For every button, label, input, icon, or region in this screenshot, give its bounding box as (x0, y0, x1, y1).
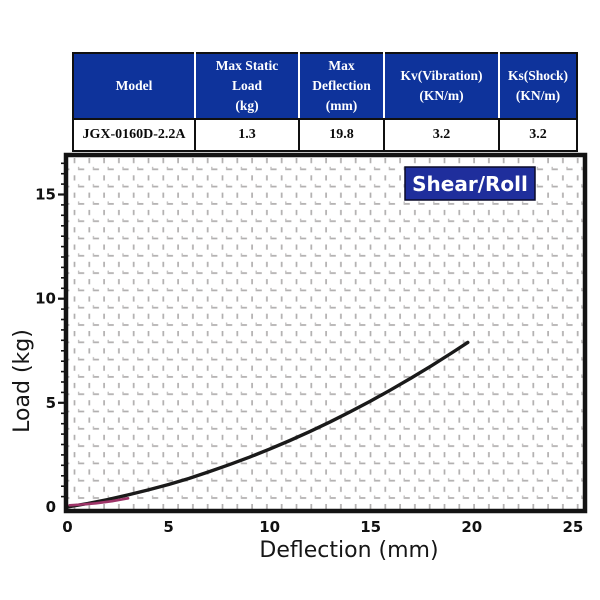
shear-roll-badge-label: Shear/Roll (412, 172, 528, 196)
curves (65, 340, 470, 509)
y-tick-label-10: 10 (35, 290, 56, 308)
cell-max-static-load: 1.3 (194, 118, 300, 152)
col-header-max-deflection: Max Deflection (mm) (298, 53, 385, 120)
col-header-kv-vibration: Kv(Vibration) (KN/m) (383, 53, 500, 120)
y-tick-label-5: 5 (46, 394, 56, 412)
x-axis-tick-labels: 0 5 10 15 20 25 (62, 518, 583, 536)
x-tick-label-5: 5 (163, 518, 173, 536)
grid-pattern (66, 155, 585, 511)
x-tick-label-15: 15 (360, 518, 381, 536)
cell-max-deflection: 19.8 (298, 118, 385, 152)
cell-kv-vibration: 3.2 (383, 118, 500, 152)
origin-highlight (68, 496, 130, 507)
x-tick-label-10: 10 (259, 518, 280, 536)
x-tick-label-0: 0 (62, 518, 72, 536)
spec-table: Model Max Static Load (kg) Max Deflectio… (72, 52, 578, 152)
spec-table-data-row: JGX-0160D-2.2A 1.3 19.8 3.2 3.2 (72, 118, 578, 152)
x-tick-label-25: 25 (562, 518, 583, 536)
x-tick-label-20: 20 (461, 518, 482, 536)
plot-frame (63, 152, 588, 514)
y-axis-tick-labels: 0 5 10 15 (35, 186, 56, 517)
y-axis-label: Load (kg) (10, 329, 35, 433)
shear-roll-badge: Shear/Roll (404, 166, 536, 201)
load-deflection-curve (65, 340, 470, 509)
col-header-max-static-load: Max Static Load (kg) (194, 53, 300, 120)
x-axis-label: Deflection (mm) (259, 538, 438, 563)
cell-ks-shock: 3.2 (498, 118, 578, 152)
spec-table-header-row: Model Max Static Load (kg) Max Deflectio… (72, 53, 578, 120)
y-tick-label-15: 15 (35, 186, 56, 204)
col-header-model: Model (72, 53, 196, 120)
cell-model: JGX-0160D-2.2A (72, 118, 196, 152)
load-deflection-chart: 0 5 10 15 20 25 0 5 10 15 Shear/Roll Deflection … (10, 152, 588, 563)
y-tick-label-0: 0 (46, 498, 56, 516)
col-header-ks-shock: Ks(Shock) (KN/m) (498, 53, 578, 120)
